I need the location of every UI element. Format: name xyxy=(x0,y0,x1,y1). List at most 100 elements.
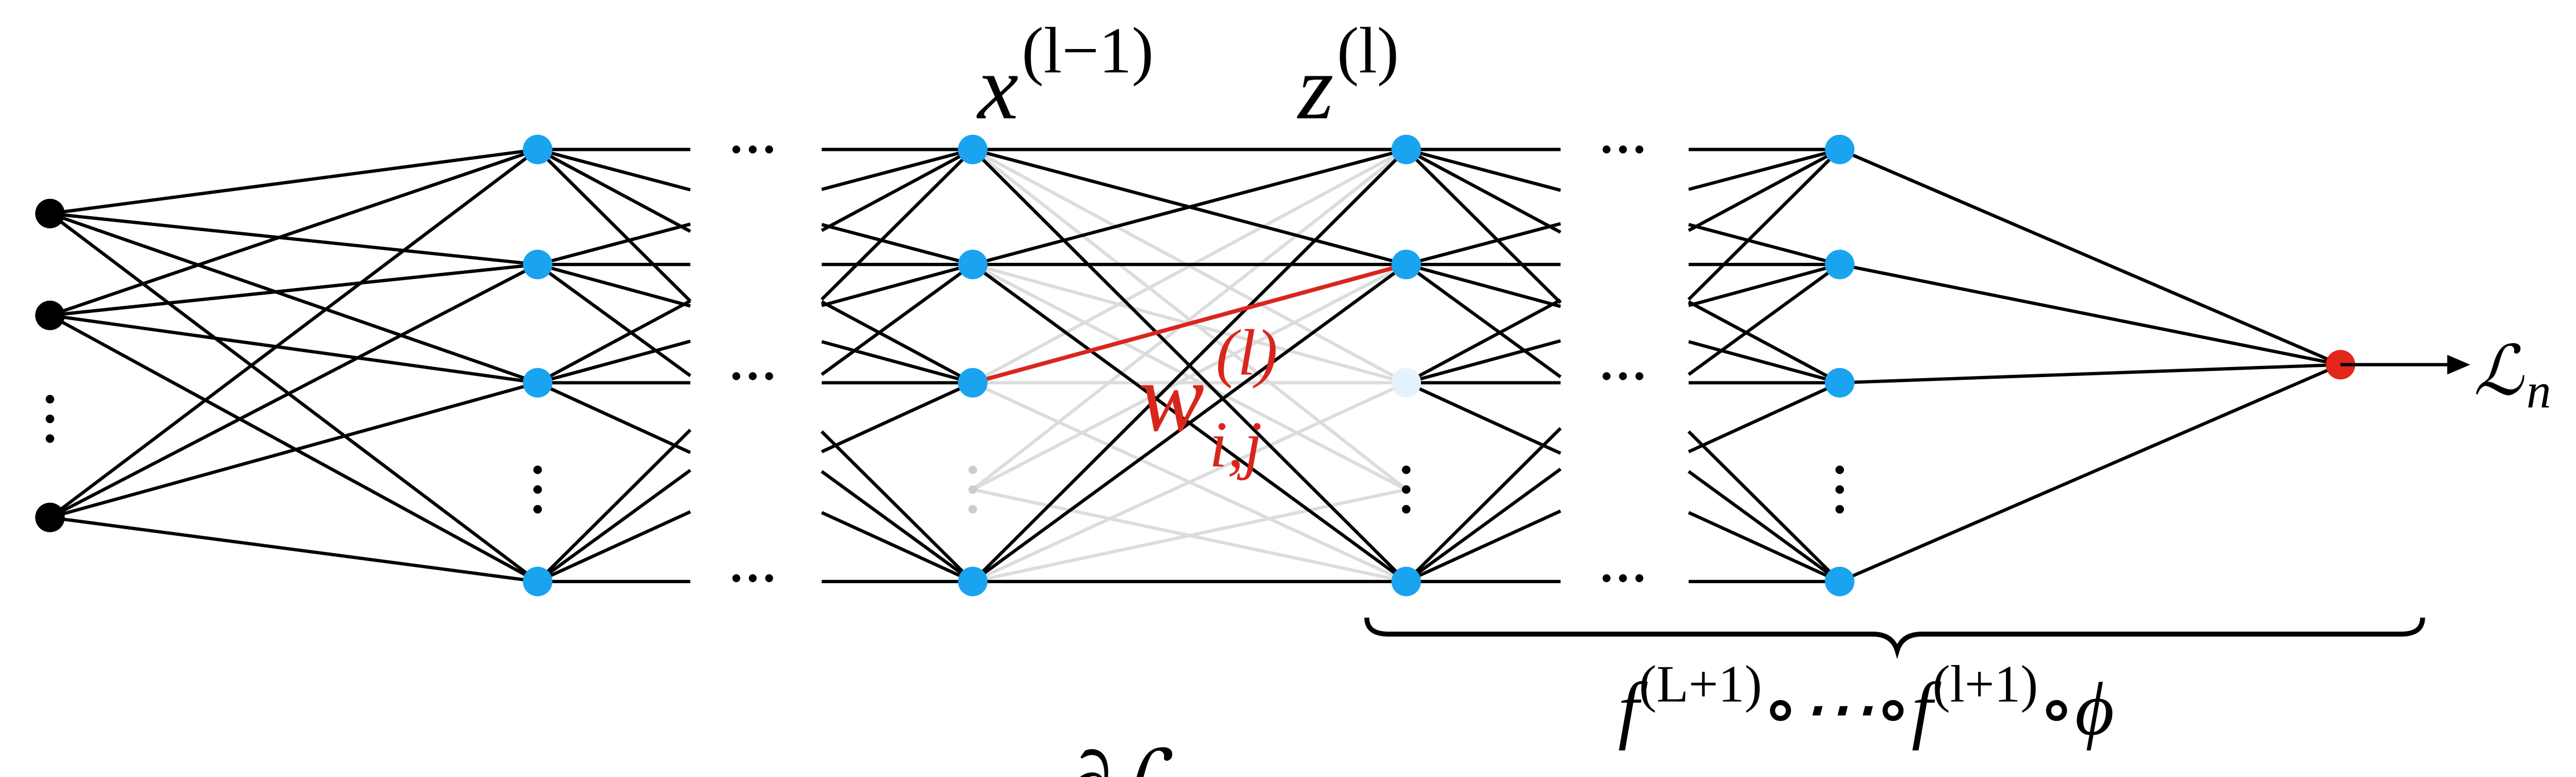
edge xyxy=(972,148,1407,266)
edge xyxy=(536,468,691,583)
edge xyxy=(537,262,691,308)
edge xyxy=(1839,363,2341,385)
node xyxy=(1391,368,1421,398)
node xyxy=(35,502,65,532)
node xyxy=(1824,250,1854,280)
arrow-head xyxy=(2447,355,2470,375)
ellipsis-dot xyxy=(748,574,757,583)
ellipsis-dot xyxy=(1602,372,1611,380)
edge xyxy=(821,223,973,266)
ellipsis-dot xyxy=(1602,574,1611,583)
edge xyxy=(821,262,974,307)
edge xyxy=(49,148,538,317)
ellipsis-dot xyxy=(1402,465,1411,475)
ellipsis-dot xyxy=(1602,145,1611,154)
edge xyxy=(1406,222,1561,266)
edge xyxy=(1405,467,1562,583)
edge xyxy=(1688,262,1841,307)
ellipsis-dot xyxy=(1835,465,1844,475)
edge xyxy=(1687,381,1841,453)
ellipsis-dot xyxy=(1635,145,1643,154)
edge xyxy=(1405,299,1562,384)
z-sup: (l) xyxy=(1337,14,1399,87)
ellipsis-dot xyxy=(1619,574,1627,583)
edge xyxy=(50,148,538,216)
edge xyxy=(50,262,538,317)
ellipsis-dot xyxy=(1619,372,1627,380)
edge xyxy=(972,381,1407,583)
edge xyxy=(537,339,691,385)
node xyxy=(523,368,553,398)
edge xyxy=(1687,148,1841,301)
edge xyxy=(50,212,538,266)
comp-sup1: (L+1) xyxy=(1639,655,1762,713)
edge xyxy=(537,222,691,266)
node xyxy=(1824,566,1854,597)
edge xyxy=(971,263,1407,491)
edge xyxy=(1405,427,1562,583)
edge xyxy=(971,148,1407,491)
z-var: z xyxy=(1297,36,1333,138)
edge xyxy=(1405,148,1562,234)
edge xyxy=(49,263,539,519)
ellipsis-dot xyxy=(968,485,977,494)
node xyxy=(1391,134,1421,164)
node xyxy=(523,250,553,280)
edge xyxy=(820,430,974,583)
edge xyxy=(821,381,974,453)
ellipsis-dot xyxy=(1402,485,1411,494)
edge xyxy=(48,148,539,519)
edge xyxy=(48,212,539,583)
ellipsis-dot xyxy=(46,414,55,423)
ellipsis-dot xyxy=(46,434,55,443)
edge xyxy=(1688,340,1841,385)
node xyxy=(523,566,553,597)
edge xyxy=(49,212,538,384)
edge xyxy=(536,428,692,583)
w-sup: (l) xyxy=(1216,316,1278,389)
nodes xyxy=(35,134,2356,597)
node xyxy=(1391,250,1421,280)
edge xyxy=(1687,511,1841,583)
edge xyxy=(1687,470,1841,583)
edge xyxy=(537,148,691,192)
partial-derivative: ∂ℒ xyxy=(1068,735,1177,777)
edge xyxy=(821,511,974,583)
w-sub: i,j xyxy=(1209,408,1262,481)
ellipsis-dot xyxy=(765,574,773,583)
edge xyxy=(1406,339,1561,385)
edge xyxy=(1405,509,1562,583)
edge xyxy=(537,381,691,455)
composition-label: f(L+1)∘⋯∘f(l+1)∘ϕ xyxy=(1618,655,2114,751)
ellipsis-dot xyxy=(732,574,740,583)
node xyxy=(958,134,988,164)
edge xyxy=(1839,148,2342,366)
ellipsis-dot xyxy=(968,505,977,514)
comp-mid: ∘⋯∘f xyxy=(1762,667,1942,751)
loss-sub: n xyxy=(2526,364,2551,418)
node xyxy=(958,250,988,280)
node xyxy=(1824,368,1854,398)
edge xyxy=(1839,363,2342,583)
edge xyxy=(1405,381,1562,455)
x-var: x xyxy=(976,36,1018,138)
edge xyxy=(821,470,974,583)
node xyxy=(1824,134,1854,164)
edge xyxy=(1687,430,1841,583)
ellipsis-dot xyxy=(1619,145,1627,154)
edge xyxy=(821,340,974,385)
loss-var: ℒ xyxy=(2474,333,2525,409)
edge xyxy=(1405,263,1562,379)
edge xyxy=(537,148,691,233)
edge xyxy=(1406,148,1561,192)
ellipsis-dot xyxy=(748,145,757,154)
comp-sup2: (l+1) xyxy=(1932,655,2038,713)
edge xyxy=(972,262,1407,385)
edges xyxy=(48,148,2342,583)
ellipsis-dot xyxy=(1635,372,1643,380)
edge xyxy=(50,314,538,385)
node xyxy=(35,198,65,228)
ellipsis-dot xyxy=(1635,574,1643,583)
comp-tail: ∘ϕ xyxy=(2038,667,2114,751)
